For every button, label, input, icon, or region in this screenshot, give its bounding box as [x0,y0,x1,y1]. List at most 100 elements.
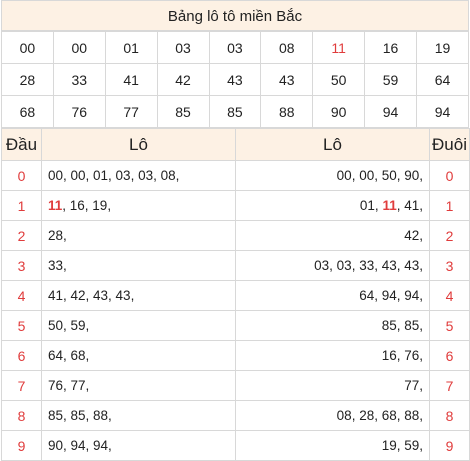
lo-left-cell: 85, 85, 88, [41,400,236,431]
grid-cell: 85 [208,95,262,128]
grid-cell: 68 [1,95,54,128]
table-row: 4 41, 42, 43, 43, 64, 94, 94, 4 [1,280,470,311]
lo-left-cell: 00, 00, 01, 03, 03, 08, [41,160,236,191]
grid-row: 00 00 01 03 03 08 11 16 19 [1,31,469,64]
grid-cell: 85 [156,95,210,128]
lo-text: 85, 85, [381,318,423,333]
grid-cell: 88 [260,95,314,128]
grid-cell: 16 [364,31,417,64]
lo-left-cell: 28, [41,220,236,251]
lo-left-cell: 11, 16, 19, [41,190,236,221]
grid-cell: 03 [208,31,262,64]
lo-text: 76, 77, [48,378,90,393]
grid-cell: 77 [104,95,158,128]
lo-text: , 16, 19, [62,198,112,213]
header-lo-left: Lô [41,128,236,161]
grid-cell: 11 [312,31,366,64]
dau-cell: 1 [1,190,42,221]
table-row: 7 76, 77, 77, 7 [1,370,470,401]
head-tail-table: Đầu Lô Lô Đuôi 0 00, 00, 01, 03, 03, 08, 0… [1,128,470,461]
duoi-cell: 3 [429,250,470,281]
lo-right-cell: 77, [235,370,430,401]
lo-right-cell: 85, 85, [235,310,430,341]
grid-cell: 90 [312,95,366,128]
duoi-cell: 8 [429,400,470,431]
lo-right-cell: 08, 28, 68, 88, [235,400,430,431]
highlighted-number: 11 [382,198,397,213]
grid-cell: 00 [1,31,54,64]
grid-cell: 94 [416,95,469,128]
dau-cell: 7 [1,370,42,401]
lo-text: 64, 94, 94, [359,288,423,303]
lo-right-cell: 03, 03, 33, 43, 43, [235,250,430,281]
board-title: Bảng lô tô miền Bắc [1,0,469,31]
lo-text: 33, [48,258,67,273]
lo-left-cell: 76, 77, [41,370,236,401]
grid-cell: 42 [156,63,210,96]
duoi-cell: 7 [429,370,470,401]
lo-text: 00, 00, 01, 03, 03, 08, [48,168,180,183]
lo-text: 03, 03, 33, 43, 43, [314,258,423,273]
lo-right-cell: 00, 00, 50, 90, [235,160,430,191]
grid-cell: 08 [260,31,314,64]
dau-cell: 0 [1,160,42,191]
table-row: 0 00, 00, 01, 03, 03, 08, 00, 00, 50, 90, 0 [1,160,470,191]
grid-cell: 43 [208,63,262,96]
lo-text: 64, 68, [48,348,90,363]
lo-text: 85, 85, 88, [48,408,112,423]
table-row: 5 50, 59, 85, 85, 5 [1,310,470,341]
grid-cell: 59 [364,63,417,96]
lo-text: 42, [404,228,423,243]
grid-cell: 03 [156,31,210,64]
lo-text: , 41, [396,198,423,213]
lo-left-cell: 64, 68, [41,340,236,371]
grid-cell: 00 [52,31,106,64]
lo-text: 50, 59, [48,318,90,333]
grid-row: 68 76 77 85 85 88 90 94 94 [1,95,469,128]
lo-text: 16, 76, [381,348,423,363]
duoi-cell: 1 [429,190,470,221]
grid-cell: 33 [52,63,106,96]
lo-right-cell: 64, 94, 94, [235,280,430,311]
duoi-cell: 2 [429,220,470,251]
lo-left-cell: 41, 42, 43, 43, [41,280,236,311]
lo-left-cell: 33, [41,250,236,281]
lo-text: 08, 28, 68, 88, [336,408,423,423]
grid-cell: 19 [416,31,469,64]
duoi-cell: 6 [429,340,470,371]
table-row: 2 28, 42, 2 [1,220,470,251]
table-row: 8 85, 85, 88, 08, 28, 68, 88, 8 [1,400,470,431]
dau-cell: 2 [1,220,42,251]
table-header-row: Đầu Lô Lô Đuôi [1,128,470,161]
lo-right-cell: 42, [235,220,430,251]
dau-cell: 4 [1,280,42,311]
grid-cell: 64 [416,63,469,96]
grid-cell: 28 [1,63,54,96]
grid-cell: 01 [104,31,158,64]
duoi-cell: 4 [429,280,470,311]
lo-text: 28, [48,228,67,243]
number-grid: 00 00 01 03 03 08 11 16 19 28 33 41 42 43 43 50 59 64 68 76… [1,31,469,128]
grid-row: 28 33 41 42 43 43 50 59 64 [1,63,469,96]
table-row: 3 33, 03, 03, 33, 43, 43, 3 [1,250,470,281]
grid-cell: 50 [312,63,366,96]
lo-text: 01, [359,198,383,213]
lo-left-cell: 50, 59, [41,310,236,341]
highlighted-number: 11 [48,198,63,213]
lo-right-cell: 16, 76, [235,340,430,371]
header-duoi: Đuôi [429,128,470,161]
header-dau: Đầu [1,128,42,161]
table-row: 1 11, 16, 19, 01, 11, 41, 1 [1,190,470,221]
header-lo-right: Lô [235,128,430,161]
lo-text: 77, [404,378,423,393]
dau-cell: 3 [1,250,42,281]
lo-text: 00, 00, 50, 90, [336,168,423,183]
grid-cell: 76 [52,95,106,128]
lo-right-cell: 01, 11, 41, [235,190,430,221]
grid-cell: 41 [104,63,158,96]
table-row: 6 64, 68, 16, 76, 6 [1,340,470,371]
lo-text: 41, 42, 43, 43, [48,288,135,303]
grid-cell: 43 [260,63,314,96]
grid-cell: 94 [364,95,417,128]
